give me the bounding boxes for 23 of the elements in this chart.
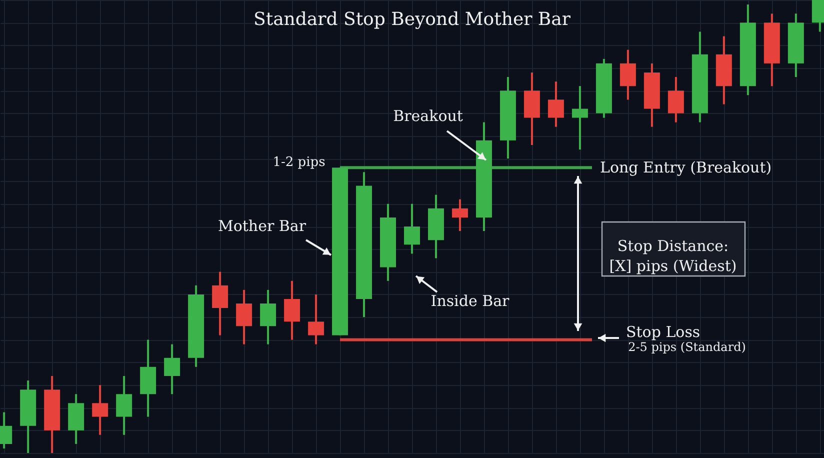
candlestick (212, 270, 228, 336)
candlestick (164, 343, 180, 396)
candlestick (548, 80, 564, 128)
candlestick (620, 48, 636, 101)
candlestick (668, 76, 684, 124)
candlestick (284, 280, 300, 341)
ref-line-label: Stop Loss (626, 322, 700, 341)
annotation: Stop Distance: [X] pips (Widest) (609, 237, 737, 275)
candlestick (404, 202, 420, 255)
candlestick (116, 374, 132, 436)
candlestick (92, 384, 108, 436)
ref-line-label: Long Entry (Breakout) (600, 158, 772, 177)
text: Standard Stop Beyond Mother Bar (254, 9, 571, 30)
candlestick (308, 293, 324, 346)
candlestick (452, 198, 468, 232)
annotation: 2-5 pips (Standard) (628, 340, 746, 354)
candlestick (260, 288, 276, 346)
candlestick (236, 288, 252, 346)
annotation: Inside Bar (430, 292, 510, 310)
annotation: Mother Bar (218, 217, 307, 235)
annotation: Breakout (393, 107, 463, 125)
annotation: 1-2 pips (272, 155, 326, 170)
candlestick (572, 85, 588, 150)
